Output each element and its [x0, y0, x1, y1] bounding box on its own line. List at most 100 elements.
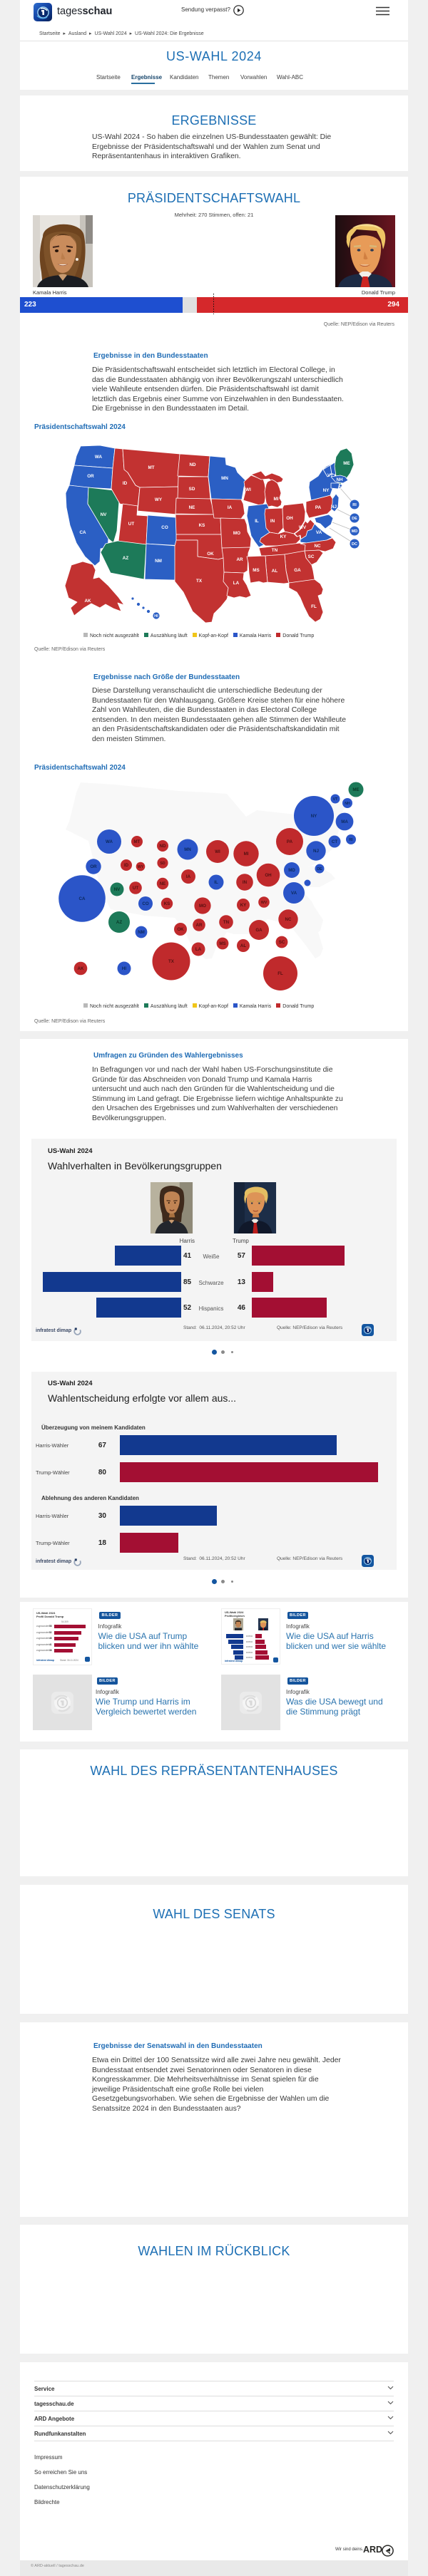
svg-text:ND: ND	[189, 462, 196, 467]
svg-text:IA: IA	[186, 874, 191, 879]
svg-text:MN: MN	[221, 476, 228, 481]
svg-text:NM: NM	[155, 559, 162, 564]
svg-text:KS: KS	[164, 901, 170, 906]
svg-text:AL: AL	[272, 569, 278, 574]
svg-text:UT: UT	[128, 522, 135, 527]
svg-text:HI: HI	[122, 966, 126, 971]
svg-text:WI: WI	[245, 487, 251, 492]
svg-text:NY: NY	[311, 814, 317, 819]
svg-text:WV: WV	[299, 525, 307, 530]
svg-text:CA: CA	[79, 896, 86, 901]
svg-text:TN: TN	[272, 548, 278, 553]
svg-text:IL: IL	[255, 519, 259, 524]
svg-text:GA: GA	[294, 568, 301, 573]
svg-text:AZ: AZ	[123, 556, 129, 561]
svg-text:ID: ID	[123, 481, 128, 486]
svg-text:WY: WY	[138, 865, 144, 869]
svg-text:DE: DE	[317, 867, 322, 871]
svg-text:LA: LA	[195, 947, 202, 952]
svg-text:AR: AR	[236, 557, 243, 562]
svg-text:MA: MA	[341, 819, 348, 824]
svg-text:MI: MI	[244, 852, 249, 857]
svg-text:LA: LA	[233, 581, 240, 586]
svg-text:FL: FL	[311, 604, 317, 609]
svg-text:MD: MD	[352, 529, 358, 534]
svg-text:CT: CT	[332, 839, 337, 844]
svg-text:ME: ME	[352, 787, 359, 792]
svg-text:NE: NE	[189, 505, 195, 510]
svg-text:AK: AK	[78, 966, 84, 971]
svg-text:IN: IN	[243, 880, 248, 885]
svg-text:TX: TX	[196, 579, 203, 584]
svg-text:TN: TN	[223, 920, 230, 925]
svg-text:NC: NC	[314, 544, 321, 549]
svg-text:CO: CO	[142, 901, 148, 906]
svg-text:VA: VA	[291, 891, 297, 896]
svg-text:VT: VT	[327, 473, 333, 478]
svg-text:MS: MS	[253, 568, 259, 573]
svg-text:TX: TX	[168, 959, 175, 964]
svg-text:IL: IL	[214, 880, 218, 885]
svg-text:NV: NV	[114, 887, 121, 892]
svg-text:WI: WI	[215, 849, 220, 854]
svg-text:DC: DC	[352, 542, 357, 547]
svg-text:SD: SD	[189, 487, 195, 492]
svg-text:AK: AK	[84, 599, 91, 604]
svg-text:RI: RI	[352, 503, 357, 507]
svg-text:MT: MT	[148, 465, 154, 470]
svg-text:WY: WY	[155, 497, 163, 502]
svg-text:NY: NY	[323, 488, 330, 493]
svg-text:UT: UT	[133, 886, 138, 891]
svg-text:HI: HI	[154, 614, 158, 619]
svg-text:MI: MI	[274, 497, 279, 502]
svg-text:OR: OR	[90, 864, 97, 869]
svg-text:NH: NH	[345, 802, 350, 806]
svg-text:MO: MO	[199, 904, 206, 909]
svg-text:MN: MN	[184, 847, 191, 852]
svg-text:KS: KS	[199, 523, 205, 528]
svg-text:OK: OK	[207, 552, 214, 557]
svg-text:NH: NH	[336, 477, 343, 482]
svg-text:FL: FL	[277, 971, 283, 976]
svg-text:PA: PA	[315, 505, 322, 510]
svg-text:VT: VT	[333, 797, 338, 802]
svg-text:OH: OH	[286, 516, 293, 521]
svg-text:NJ: NJ	[313, 849, 319, 854]
svg-text:ME: ME	[343, 461, 350, 466]
svg-text:MD: MD	[288, 868, 295, 873]
svg-text:NC: NC	[285, 917, 292, 922]
svg-text:WA: WA	[106, 839, 113, 844]
svg-text:VA: VA	[316, 530, 322, 535]
svg-text:NM: NM	[138, 930, 145, 935]
svg-text:KY: KY	[240, 903, 247, 908]
svg-text:CO: CO	[161, 525, 168, 530]
svg-text:RI: RI	[349, 838, 353, 842]
svg-text:SD: SD	[160, 862, 165, 866]
svg-text:MT: MT	[134, 839, 141, 844]
svg-text:SC: SC	[308, 554, 315, 559]
svg-text:CT: CT	[335, 490, 341, 495]
svg-text:MO: MO	[233, 531, 240, 536]
svg-text:OK: OK	[177, 927, 184, 932]
svg-text:IN: IN	[270, 519, 275, 524]
svg-text:IA: IA	[228, 505, 233, 510]
svg-text:OR: OR	[87, 474, 94, 479]
svg-text:NE: NE	[160, 881, 166, 886]
svg-text:GA: GA	[255, 928, 263, 933]
svg-text:PA: PA	[287, 839, 293, 844]
svg-text:OH: OH	[265, 873, 272, 878]
svg-text:MA: MA	[339, 485, 346, 490]
svg-text:DE: DE	[352, 517, 357, 521]
svg-text:NJ: NJ	[331, 505, 337, 509]
svg-text:MS: MS	[219, 941, 225, 946]
svg-text:ND: ND	[160, 844, 166, 849]
svg-text:AR: AR	[196, 923, 203, 928]
svg-text:WV: WV	[261, 901, 268, 905]
svg-text:KY: KY	[280, 534, 287, 539]
svg-text:WA: WA	[95, 455, 103, 460]
svg-text:AZ: AZ	[116, 920, 122, 925]
svg-text:CA: CA	[79, 530, 86, 535]
svg-text:NV: NV	[101, 512, 108, 517]
svg-text:ID: ID	[124, 863, 129, 868]
svg-text:AL: AL	[240, 943, 246, 948]
